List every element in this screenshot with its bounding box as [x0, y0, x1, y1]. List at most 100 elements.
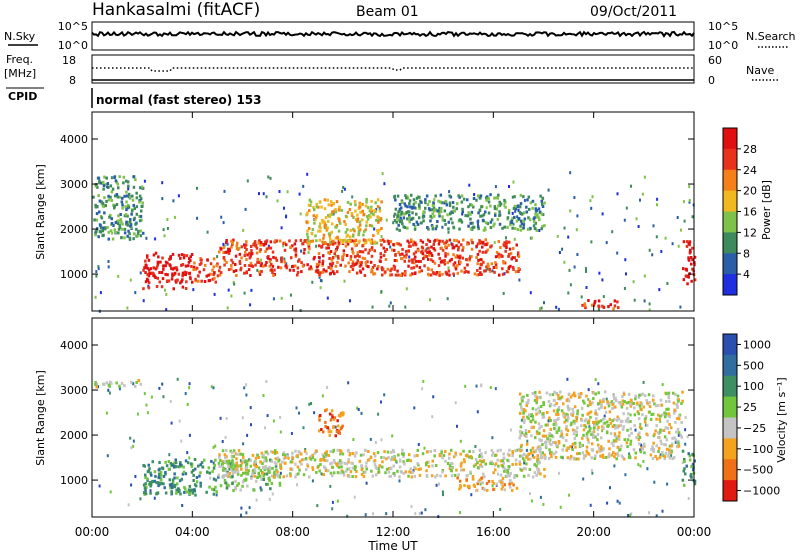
heatmap-cell — [556, 410, 559, 414]
heatmap-cell — [552, 452, 556, 456]
heatmap-cell — [104, 227, 107, 231]
heatmap-cell — [131, 209, 134, 213]
heatmap-cell — [249, 464, 253, 468]
heatmap-cell — [571, 428, 575, 432]
heatmap-cell — [414, 512, 417, 516]
heatmap-cell — [490, 262, 494, 266]
heatmap-cell — [406, 239, 409, 243]
heatmap-cell — [383, 182, 386, 186]
heatmap-cell — [180, 477, 184, 481]
heatmap-cell — [434, 464, 438, 467]
heatmap-cell — [288, 239, 291, 243]
heatmap-cell — [150, 473, 153, 477]
heatmap-cell — [617, 306, 620, 310]
heatmap-cell — [307, 227, 311, 230]
heatmap-cell — [358, 220, 362, 224]
heatmap-cell — [417, 468, 420, 471]
heatmap-cell — [354, 238, 357, 242]
heatmap-cell — [306, 172, 309, 176]
heatmap-cell — [315, 205, 319, 209]
heatmap-cell — [418, 270, 421, 274]
heatmap-cell — [526, 198, 529, 202]
y-tick-label: 1000 — [60, 474, 88, 487]
heatmap-cell — [251, 265, 255, 268]
heatmap-cell — [677, 431, 681, 435]
heatmap-cell — [182, 470, 186, 474]
heatmap-cell — [520, 212, 524, 216]
heatmap-cell — [370, 246, 374, 250]
heatmap-cell — [499, 480, 503, 484]
heatmap-cell — [296, 266, 300, 270]
heatmap-cell — [324, 424, 327, 428]
heatmap-cell — [497, 472, 499, 476]
heatmap-cell — [427, 227, 430, 231]
heatmap-cell — [652, 449, 655, 453]
heatmap-cell — [346, 242, 350, 246]
heatmap-cell — [218, 455, 221, 459]
heatmap-cell — [316, 504, 319, 508]
heatmap-cell — [466, 263, 469, 267]
heatmap-cell — [359, 202, 363, 206]
heatmap-cell — [537, 207, 541, 211]
heatmap-cell — [666, 482, 669, 486]
heatmap-cell — [587, 388, 590, 392]
heatmap-cell — [351, 195, 354, 199]
heatmap-cell — [323, 224, 327, 228]
heatmap-cell — [373, 264, 376, 267]
heatmap-cell — [182, 272, 185, 276]
heatmap-cell — [184, 472, 188, 476]
heatmap-cell — [356, 259, 360, 263]
heatmap-cell — [688, 458, 692, 462]
heatmap-cell — [106, 225, 109, 229]
heatmap-cell — [651, 412, 655, 416]
heatmap-cell — [681, 449, 685, 453]
nsky-series-line — [91, 30, 695, 38]
heatmap-cell — [445, 240, 449, 244]
heatmap-cell — [589, 403, 592, 406]
heatmap-cell — [187, 264, 190, 268]
heatmap-cell — [132, 203, 135, 207]
heatmap-cell — [469, 221, 472, 225]
heatmap-cell — [606, 401, 609, 405]
heatmap-cell — [659, 414, 662, 418]
heatmap-cell — [321, 262, 324, 265]
heatmap-cell — [162, 474, 166, 478]
heatmap-cell — [683, 467, 686, 471]
heatmap-cell — [95, 270, 98, 274]
heatmap-cell — [643, 442, 646, 446]
heatmap-cell — [575, 419, 578, 423]
heatmap-cell — [127, 205, 131, 209]
heatmap-cell — [590, 456, 593, 460]
heatmap-cell — [235, 461, 238, 465]
heatmap-cell — [141, 204, 144, 208]
heatmap-cell — [297, 472, 300, 476]
heatmap-cell — [302, 473, 306, 477]
heatmap-cell — [130, 483, 133, 487]
heatmap-cell — [473, 272, 477, 276]
heatmap-cell — [212, 477, 216, 481]
heatmap-cell — [602, 399, 605, 403]
heatmap-cell — [232, 467, 235, 471]
heatmap-cell — [251, 472, 254, 476]
heatmap-cell — [188, 275, 192, 279]
heatmap-cell — [471, 241, 474, 245]
heatmap-cell — [255, 246, 259, 250]
heatmap-cell — [214, 280, 217, 284]
heatmap-cell — [307, 239, 310, 243]
heatmap-cell — [454, 451, 457, 455]
heatmap-cell — [360, 260, 363, 264]
heatmap-cell — [196, 274, 200, 278]
heatmap-cell — [643, 394, 647, 398]
heatmap-cell — [684, 415, 687, 419]
heatmap-cell — [498, 214, 501, 217]
heatmap-cell — [535, 412, 538, 416]
heatmap-cell — [474, 463, 478, 466]
heatmap-cell — [215, 493, 218, 497]
x-tick-label: 04:00 — [175, 525, 210, 539]
heatmap-cell — [526, 401, 530, 405]
heatmap-cell — [99, 224, 102, 228]
heatmap-cell — [586, 438, 590, 441]
heatmap-cell — [157, 481, 160, 485]
heatmap-cell — [665, 407, 668, 411]
heatmap-cell — [336, 245, 339, 249]
